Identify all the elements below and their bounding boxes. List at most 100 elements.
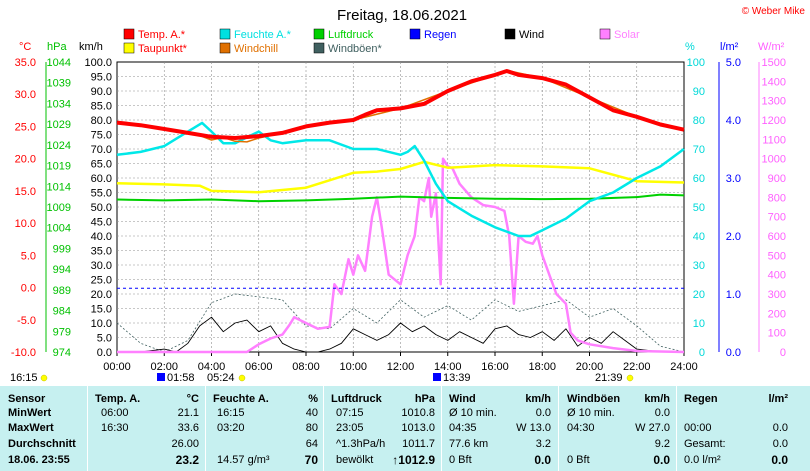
moon-icon bbox=[157, 373, 165, 381]
wind-tick-7: 65.0 bbox=[91, 159, 112, 171]
stats-rain-b: 0.0 bbox=[772, 422, 788, 434]
stats-rain-a: Gesamt: bbox=[684, 438, 726, 450]
stats-temp-value: 23.2 bbox=[175, 453, 199, 467]
wind-tick-14: 30.0 bbox=[91, 260, 112, 272]
solar-tick-3: 1200 bbox=[762, 115, 786, 127]
stats-header-5: Luftdruck bbox=[331, 393, 382, 405]
stats-press-time: bewölkt bbox=[336, 454, 374, 466]
legend-swatch-1 bbox=[219, 28, 231, 40]
legend-label-3: Regen bbox=[424, 29, 456, 41]
wind-tick-8: 60.0 bbox=[91, 173, 112, 185]
stats-wind-b: 0.0 bbox=[535, 407, 551, 419]
legend-label-4: Wind bbox=[519, 29, 544, 41]
copyright: © Weber Mike bbox=[742, 6, 806, 17]
wind-tick-2: 90.0 bbox=[91, 86, 112, 98]
series-windb-en bbox=[116, 293, 685, 353]
stats-press-value: 1011.7 bbox=[402, 438, 435, 450]
humidity-tick-5: 50 bbox=[693, 202, 705, 214]
time-tick-2: 04:00 bbox=[198, 361, 226, 373]
stats-header-6: hPa bbox=[414, 393, 435, 405]
stats-gust-a: 0 Bft bbox=[567, 454, 590, 466]
time-tick-12: 24:00 bbox=[670, 361, 698, 373]
temp-tick-1: 30.0 bbox=[15, 89, 36, 101]
solar-tick-15: 0 bbox=[780, 347, 786, 359]
stats-hum-time: 16:15 bbox=[217, 407, 245, 419]
wind-tick-12: 40.0 bbox=[91, 231, 112, 243]
legend-swatch-3 bbox=[409, 28, 421, 40]
stats-wind-a: 77.6 km bbox=[449, 438, 489, 450]
stats-separator-4 bbox=[558, 386, 559, 471]
temp-tick-7: 0.0 bbox=[21, 283, 36, 295]
wind-tick-18: 10.0 bbox=[91, 318, 112, 330]
stats-press-value: 1013.0 bbox=[401, 422, 435, 434]
stats-rain-b: 0.0 bbox=[771, 453, 788, 467]
stats-header-10: km/h bbox=[644, 393, 670, 405]
stats-hum-value: 70 bbox=[304, 453, 318, 467]
stats-row-label: MaxWert bbox=[8, 422, 54, 434]
axes: 35.0 30.0 25.0 20.0 15.0 10.0 5.0 0.0 -5.0 -10.0 1… bbox=[11, 41, 786, 373]
sun-moon-row: 16:15 01:58 05:24 13:39 21:39 bbox=[10, 372, 634, 384]
humidity-tick-1: 90 bbox=[693, 86, 705, 98]
sunrise-time: 05:24 bbox=[207, 372, 235, 384]
pressure-tick-3: 1029 bbox=[47, 119, 71, 131]
stats-temp-value: 21.1 bbox=[177, 407, 199, 419]
wind-tick-1: 95.0 bbox=[91, 72, 112, 84]
humidity-tick-0: 100 bbox=[687, 57, 705, 69]
solar-tick-0: 1500 bbox=[762, 57, 786, 69]
series-layer bbox=[116, 69, 685, 354]
time-tick-7: 14:00 bbox=[434, 361, 462, 373]
stats-temp-value: 26.00 bbox=[171, 438, 199, 450]
humidity-tick-10: 0 bbox=[699, 347, 705, 359]
sunrise-icon bbox=[238, 374, 246, 382]
series-wind bbox=[117, 316, 684, 353]
stats-panel: Sensor Temp. A. °C Feuchte A.% Luftdruck hPa W… bbox=[0, 386, 810, 471]
stats-hum-value: 40 bbox=[305, 407, 318, 419]
chart-title: Freitag, 18.06.2021 bbox=[337, 7, 467, 24]
humidity-tick-6: 40 bbox=[693, 231, 705, 243]
legend-label-1: Feuchte A.* bbox=[234, 29, 292, 41]
wind-tick-3: 85.0 bbox=[91, 101, 112, 113]
legend-swatch-7 bbox=[219, 42, 231, 54]
stats-header-3: Feuchte A. bbox=[213, 393, 269, 405]
stats-header-0: Sensor bbox=[8, 393, 46, 405]
stats-rain-a: 00:00 bbox=[684, 422, 712, 434]
stats-temp-time: 16:30 bbox=[101, 422, 129, 434]
solar-tick-6: 900 bbox=[768, 173, 786, 185]
time-tick-6: 12:00 bbox=[387, 361, 415, 373]
stats-rain-a: 0.0 l/m² bbox=[684, 454, 721, 466]
stats-header-12: l/m² bbox=[768, 393, 788, 405]
moonrise-icon bbox=[433, 373, 441, 381]
stats-wind-a: 0 Bft bbox=[449, 454, 472, 466]
legend-label-7: Windchill bbox=[234, 43, 278, 55]
stats-wind-b: 0.0 bbox=[534, 453, 551, 467]
time-tick-4: 08:00 bbox=[292, 361, 320, 373]
series-luftdruck bbox=[116, 193, 685, 203]
temp-tick-3: 20.0 bbox=[15, 154, 36, 166]
stats-press-time: 07:15 bbox=[336, 407, 364, 419]
rain-tick-3: 2.0 bbox=[726, 231, 741, 243]
time-tick-5: 10:00 bbox=[339, 361, 367, 373]
pressure-tick-2: 1034 bbox=[47, 98, 71, 110]
pressure-tick-7: 1009 bbox=[47, 202, 71, 214]
pressure-tick-9: 999 bbox=[53, 243, 71, 255]
stats-separator-5 bbox=[676, 386, 677, 471]
stats-gust-b: 0.0 bbox=[653, 453, 670, 467]
solar-tick-10: 500 bbox=[768, 250, 786, 262]
wind-unit: km/h bbox=[79, 41, 103, 53]
legend-swatch-8 bbox=[313, 42, 325, 54]
humidity-tick-8: 20 bbox=[693, 289, 705, 301]
legend-label-5: Solar bbox=[614, 29, 640, 41]
wind-tick-15: 25.0 bbox=[91, 275, 112, 287]
time-tick-3: 06:00 bbox=[245, 361, 273, 373]
wind-tick-6: 70.0 bbox=[91, 144, 112, 156]
stats-hum-time: 03:20 bbox=[217, 422, 245, 434]
weather-chart: Freitag, 18.06.2021 © Weber Mike Temp. A… bbox=[10, 6, 806, 384]
stats-wind-b: W 13.0 bbox=[516, 422, 551, 434]
stats-row-label: 18.06. 23:55 bbox=[8, 454, 70, 466]
pressure-tick-11: 989 bbox=[53, 285, 71, 297]
moonrise-time: 13:39 bbox=[443, 372, 471, 384]
rain-tick-5: 0.0 bbox=[726, 347, 741, 359]
stats-header-2: °C bbox=[186, 393, 199, 405]
rain-tick-0: 5.0 bbox=[726, 57, 741, 69]
stats-separator-2 bbox=[323, 386, 324, 471]
